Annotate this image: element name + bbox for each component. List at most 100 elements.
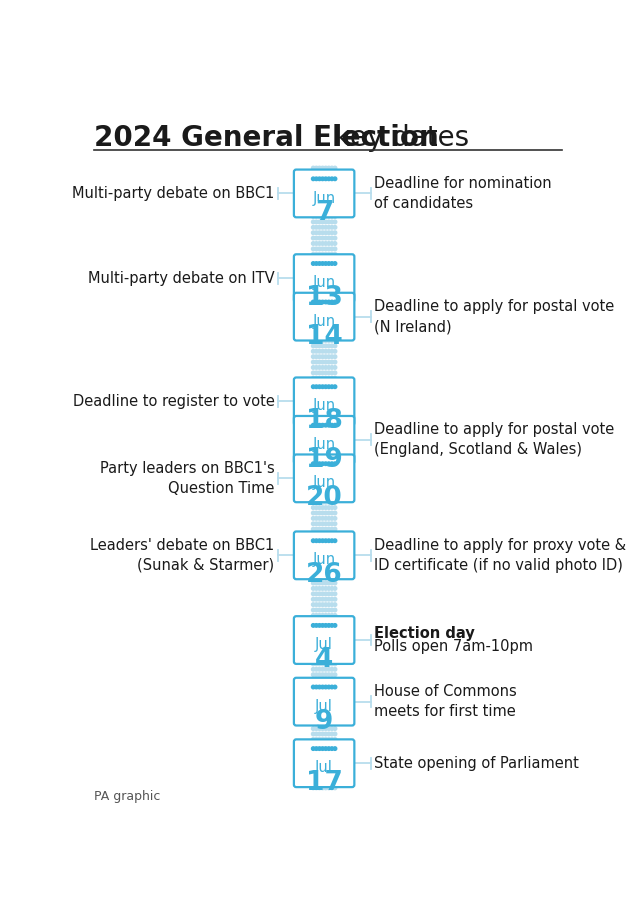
Circle shape: [324, 747, 328, 751]
Circle shape: [327, 462, 330, 466]
Circle shape: [324, 576, 328, 580]
Circle shape: [324, 377, 328, 380]
Circle shape: [333, 210, 337, 213]
Circle shape: [327, 447, 330, 450]
Text: Deadline to apply for proxy vote &
ID certificate (if no valid photo ID): Deadline to apply for proxy vote & ID ce…: [374, 538, 626, 573]
Circle shape: [317, 339, 321, 342]
Circle shape: [324, 349, 328, 353]
Circle shape: [312, 754, 315, 757]
Circle shape: [321, 355, 324, 358]
Circle shape: [315, 533, 318, 537]
Circle shape: [321, 290, 324, 294]
Circle shape: [317, 290, 321, 294]
Circle shape: [312, 355, 315, 358]
Circle shape: [327, 608, 330, 612]
Circle shape: [317, 268, 321, 272]
Circle shape: [312, 172, 315, 176]
Circle shape: [321, 382, 324, 385]
Circle shape: [330, 743, 333, 746]
Circle shape: [327, 231, 330, 234]
Circle shape: [312, 377, 315, 380]
Circle shape: [327, 678, 330, 682]
Text: Deadline for nomination
of candidates: Deadline for nomination of candidates: [374, 176, 551, 210]
Circle shape: [333, 458, 337, 460]
Circle shape: [321, 424, 324, 427]
Circle shape: [317, 177, 321, 180]
Circle shape: [315, 495, 318, 499]
Circle shape: [315, 263, 318, 267]
Circle shape: [312, 582, 315, 584]
Circle shape: [324, 759, 328, 763]
Circle shape: [315, 705, 318, 709]
Circle shape: [321, 619, 324, 622]
Circle shape: [327, 592, 330, 596]
Circle shape: [330, 770, 333, 774]
Circle shape: [315, 199, 318, 202]
Circle shape: [321, 511, 324, 515]
Circle shape: [330, 705, 333, 709]
Text: 19: 19: [306, 447, 342, 473]
Circle shape: [317, 301, 321, 304]
Circle shape: [324, 301, 328, 304]
Circle shape: [321, 770, 324, 774]
Circle shape: [317, 231, 321, 234]
Circle shape: [330, 630, 333, 633]
Circle shape: [324, 221, 328, 223]
Circle shape: [317, 770, 321, 774]
Circle shape: [321, 603, 324, 607]
Circle shape: [330, 409, 333, 413]
Circle shape: [321, 646, 324, 650]
Circle shape: [312, 366, 315, 369]
Text: 20: 20: [306, 485, 342, 511]
Circle shape: [321, 689, 324, 693]
Circle shape: [324, 215, 328, 219]
Circle shape: [315, 334, 318, 337]
Circle shape: [327, 468, 330, 471]
Circle shape: [315, 539, 318, 542]
Circle shape: [315, 312, 318, 315]
Circle shape: [330, 199, 333, 202]
Circle shape: [321, 630, 324, 633]
Circle shape: [317, 199, 321, 202]
Circle shape: [324, 371, 328, 375]
Text: 9: 9: [315, 709, 333, 734]
Circle shape: [321, 662, 324, 665]
Circle shape: [333, 608, 337, 612]
Circle shape: [315, 210, 318, 213]
Circle shape: [333, 630, 337, 633]
Circle shape: [321, 667, 324, 671]
Circle shape: [330, 441, 333, 445]
Circle shape: [321, 279, 324, 283]
Circle shape: [330, 528, 333, 531]
Circle shape: [317, 236, 321, 240]
Circle shape: [333, 225, 337, 229]
Circle shape: [330, 290, 333, 294]
Circle shape: [333, 301, 337, 304]
Circle shape: [330, 268, 333, 272]
Circle shape: [312, 328, 315, 332]
Circle shape: [312, 630, 315, 633]
Circle shape: [317, 652, 321, 655]
Circle shape: [321, 285, 324, 289]
Circle shape: [321, 187, 324, 191]
Circle shape: [317, 743, 321, 746]
Circle shape: [327, 727, 330, 731]
Circle shape: [321, 678, 324, 682]
Circle shape: [312, 344, 315, 347]
Circle shape: [315, 193, 318, 197]
Circle shape: [333, 447, 337, 450]
Circle shape: [321, 301, 324, 304]
Circle shape: [324, 452, 328, 456]
Circle shape: [333, 759, 337, 763]
Circle shape: [327, 597, 330, 601]
Circle shape: [317, 495, 321, 499]
Circle shape: [317, 490, 321, 494]
Circle shape: [330, 215, 333, 219]
Circle shape: [333, 387, 337, 391]
Circle shape: [327, 263, 330, 267]
Circle shape: [312, 635, 315, 639]
Circle shape: [327, 274, 330, 278]
Circle shape: [324, 721, 328, 725]
Circle shape: [321, 727, 324, 731]
Circle shape: [330, 253, 333, 256]
